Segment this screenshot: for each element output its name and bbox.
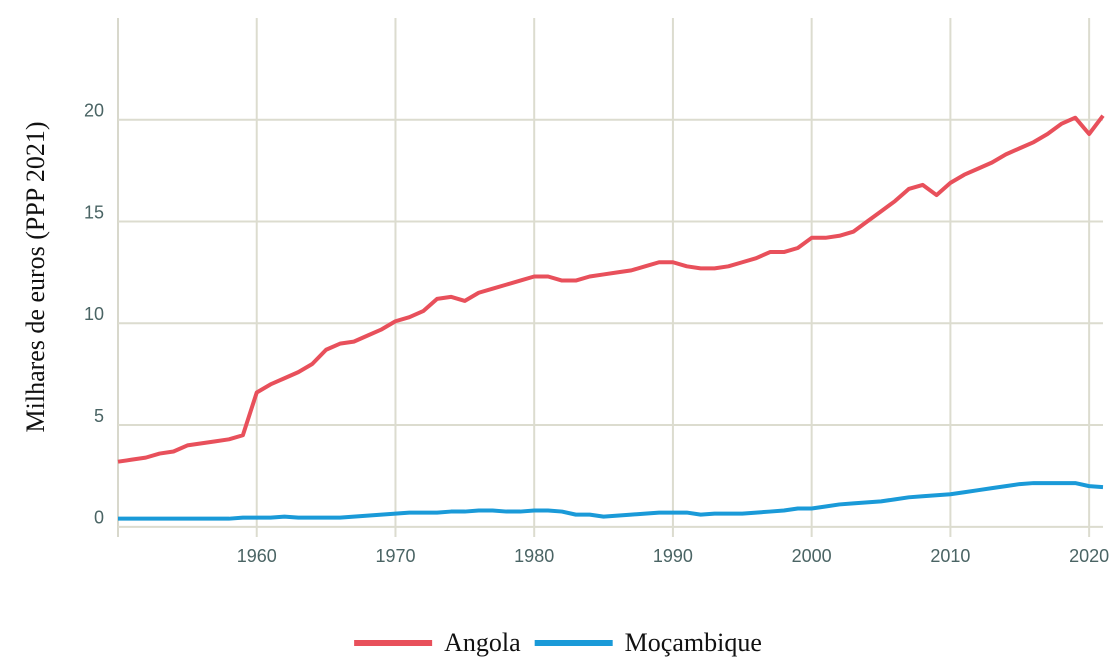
y-axis-label: Milhares de euros (PPP 2021) [21,121,50,432]
line [117,114,1105,464]
x-tick-label: 2010 [930,546,970,566]
line [118,481,1104,521]
legend-label: Moçambique [625,628,762,657]
x-tick-label: 1980 [514,546,554,566]
x-tick-label: 1970 [375,546,415,566]
y-tick-label: 10 [84,304,104,324]
y-tick-label: 20 [84,101,104,121]
y-tick-label: 0 [94,508,104,528]
legend: Angola Moçambique [354,628,762,657]
x-tick-label: 1990 [653,546,693,566]
y-tick-label: 5 [94,406,104,426]
x-tick-label: 2000 [792,546,832,566]
y-tick-label: 15 [84,202,104,222]
x-tick-label: 2020 [1069,546,1109,566]
legend-label: Angola [444,628,521,657]
x-tick-label: 1960 [237,546,277,566]
